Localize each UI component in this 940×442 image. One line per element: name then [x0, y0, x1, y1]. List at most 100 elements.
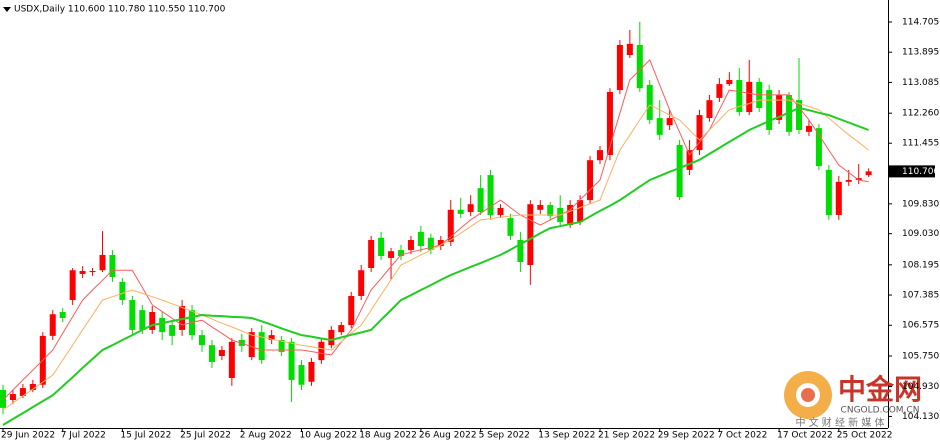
- candle-body: [487, 175, 494, 216]
- candle-body: [825, 169, 832, 216]
- menu-arrow[interactable]: [3, 7, 11, 12]
- candle-body: [437, 240, 444, 246]
- candle-body: [766, 90, 773, 130]
- candle-body: [9, 394, 16, 401]
- candle-body: [248, 332, 255, 358]
- watermark-site: CNGOLD.COM.CN: [841, 406, 920, 416]
- moving-average: [2, 59, 869, 401]
- candle-body: [268, 335, 275, 340]
- candle-body: [149, 312, 156, 330]
- x-tick-label: 5 Sep 2022: [479, 431, 530, 441]
- candle-body: [388, 251, 395, 258]
- watermark-logo-dot: [801, 388, 815, 402]
- watermark-slogan: 中 文 财 经 新 媒 体: [795, 416, 884, 429]
- candle-body: [636, 44, 643, 89]
- watermark: [784, 371, 832, 419]
- candle-body: [646, 84, 653, 120]
- candle-body: [746, 81, 753, 113]
- candle-body: [855, 178, 862, 180]
- candle-body: [447, 209, 454, 242]
- candle-body: [686, 150, 693, 170]
- y-tick-label: 108.195: [902, 260, 939, 270]
- moving-average: [2, 99, 869, 411]
- candle-body: [119, 281, 126, 301]
- y-tick-label: 104.130: [902, 412, 939, 422]
- candle-body: [676, 144, 683, 198]
- candle-body: [139, 310, 146, 330]
- candle-body: [407, 240, 414, 251]
- candle-body: [159, 317, 166, 333]
- candle-body: [109, 254, 116, 277]
- x-tick-label: 25 Jul 2022: [180, 431, 231, 441]
- candle-body: [398, 250, 404, 257]
- candle-body: [417, 231, 424, 246]
- candle-body: [537, 204, 544, 210]
- candle-body: [288, 341, 295, 380]
- y-tick-label: 114.705: [902, 18, 939, 28]
- candle-body: [79, 270, 86, 274]
- candle-body: [477, 188, 484, 213]
- candle-body: [796, 100, 802, 130]
- candle-body: [716, 84, 723, 98]
- candle-body: [606, 91, 613, 155]
- candle-body: [199, 335, 205, 346]
- candle-body: [298, 364, 305, 385]
- last-price-label: 110.700: [902, 167, 939, 177]
- x-tick-label: 10 Aug 2022: [300, 431, 358, 441]
- candle-body: [865, 171, 872, 176]
- x-tick-label: 29 Sep 2022: [658, 431, 715, 441]
- candle-body: [348, 295, 355, 326]
- candle-body: [776, 94, 783, 120]
- y-tick-label: 113.085: [902, 78, 939, 88]
- x-tick-label: 21 Sep 2022: [598, 431, 655, 441]
- candle-body: [626, 43, 633, 56]
- candle-body: [368, 240, 375, 268]
- y-tick-label: 109.030: [902, 229, 939, 239]
- x-tick-label: 13 Sep 2022: [538, 431, 595, 441]
- candle-body: [179, 306, 186, 330]
- y-tick-label: 112.260: [902, 109, 939, 119]
- watermark-name: 中金网: [838, 373, 922, 406]
- x-tick-label: 26 Aug 2022: [419, 431, 477, 441]
- candle-body: [467, 204, 474, 213]
- candle-body: [228, 341, 235, 379]
- x-tick-label: 18 Aug 2022: [359, 431, 417, 441]
- candle-body: [567, 204, 574, 226]
- x-tick-label: 29 Jun 2022: [1, 431, 55, 441]
- candle-body: [457, 209, 464, 214]
- candle-body: [378, 237, 385, 257]
- candle-body: [587, 160, 594, 201]
- candle-body: [616, 44, 623, 91]
- candle-body: [497, 207, 504, 216]
- candle-body: [169, 325, 176, 336]
- candle-body: [59, 312, 66, 318]
- candle-body: [696, 115, 703, 151]
- y-tick-label: 104.930: [902, 382, 939, 392]
- x-tick-label: 15 Jul 2022: [120, 431, 171, 441]
- candle-body: [69, 270, 76, 301]
- candle-body: [805, 125, 812, 132]
- x-tick-label: 2 Aug 2022: [240, 431, 292, 441]
- y-tick-label: 113.895: [902, 48, 939, 58]
- candle-body: [835, 181, 842, 216]
- candle-body: [328, 329, 335, 346]
- candle-body: [656, 118, 663, 135]
- y-tick-label: 109.830: [902, 199, 939, 209]
- candle-body: [427, 237, 434, 251]
- x-tick-label: 17 Oct 2022: [777, 431, 833, 441]
- candle-body: [89, 270, 96, 273]
- candle-body: [845, 179, 852, 182]
- candle-body: [29, 383, 36, 390]
- candle-body: [577, 200, 584, 223]
- y-tick-label: 107.385: [902, 291, 939, 301]
- y-tick-label: 105.750: [902, 352, 939, 362]
- candle-body: [99, 254, 106, 271]
- candle-body: [358, 270, 365, 296]
- x-tick-label: 7 Oct 2022: [717, 431, 767, 441]
- candle-body: [278, 339, 285, 352]
- candle-body: [547, 204, 554, 217]
- candle-body: [49, 314, 56, 336]
- candle-body: [666, 118, 673, 126]
- candle-body: [338, 325, 345, 333]
